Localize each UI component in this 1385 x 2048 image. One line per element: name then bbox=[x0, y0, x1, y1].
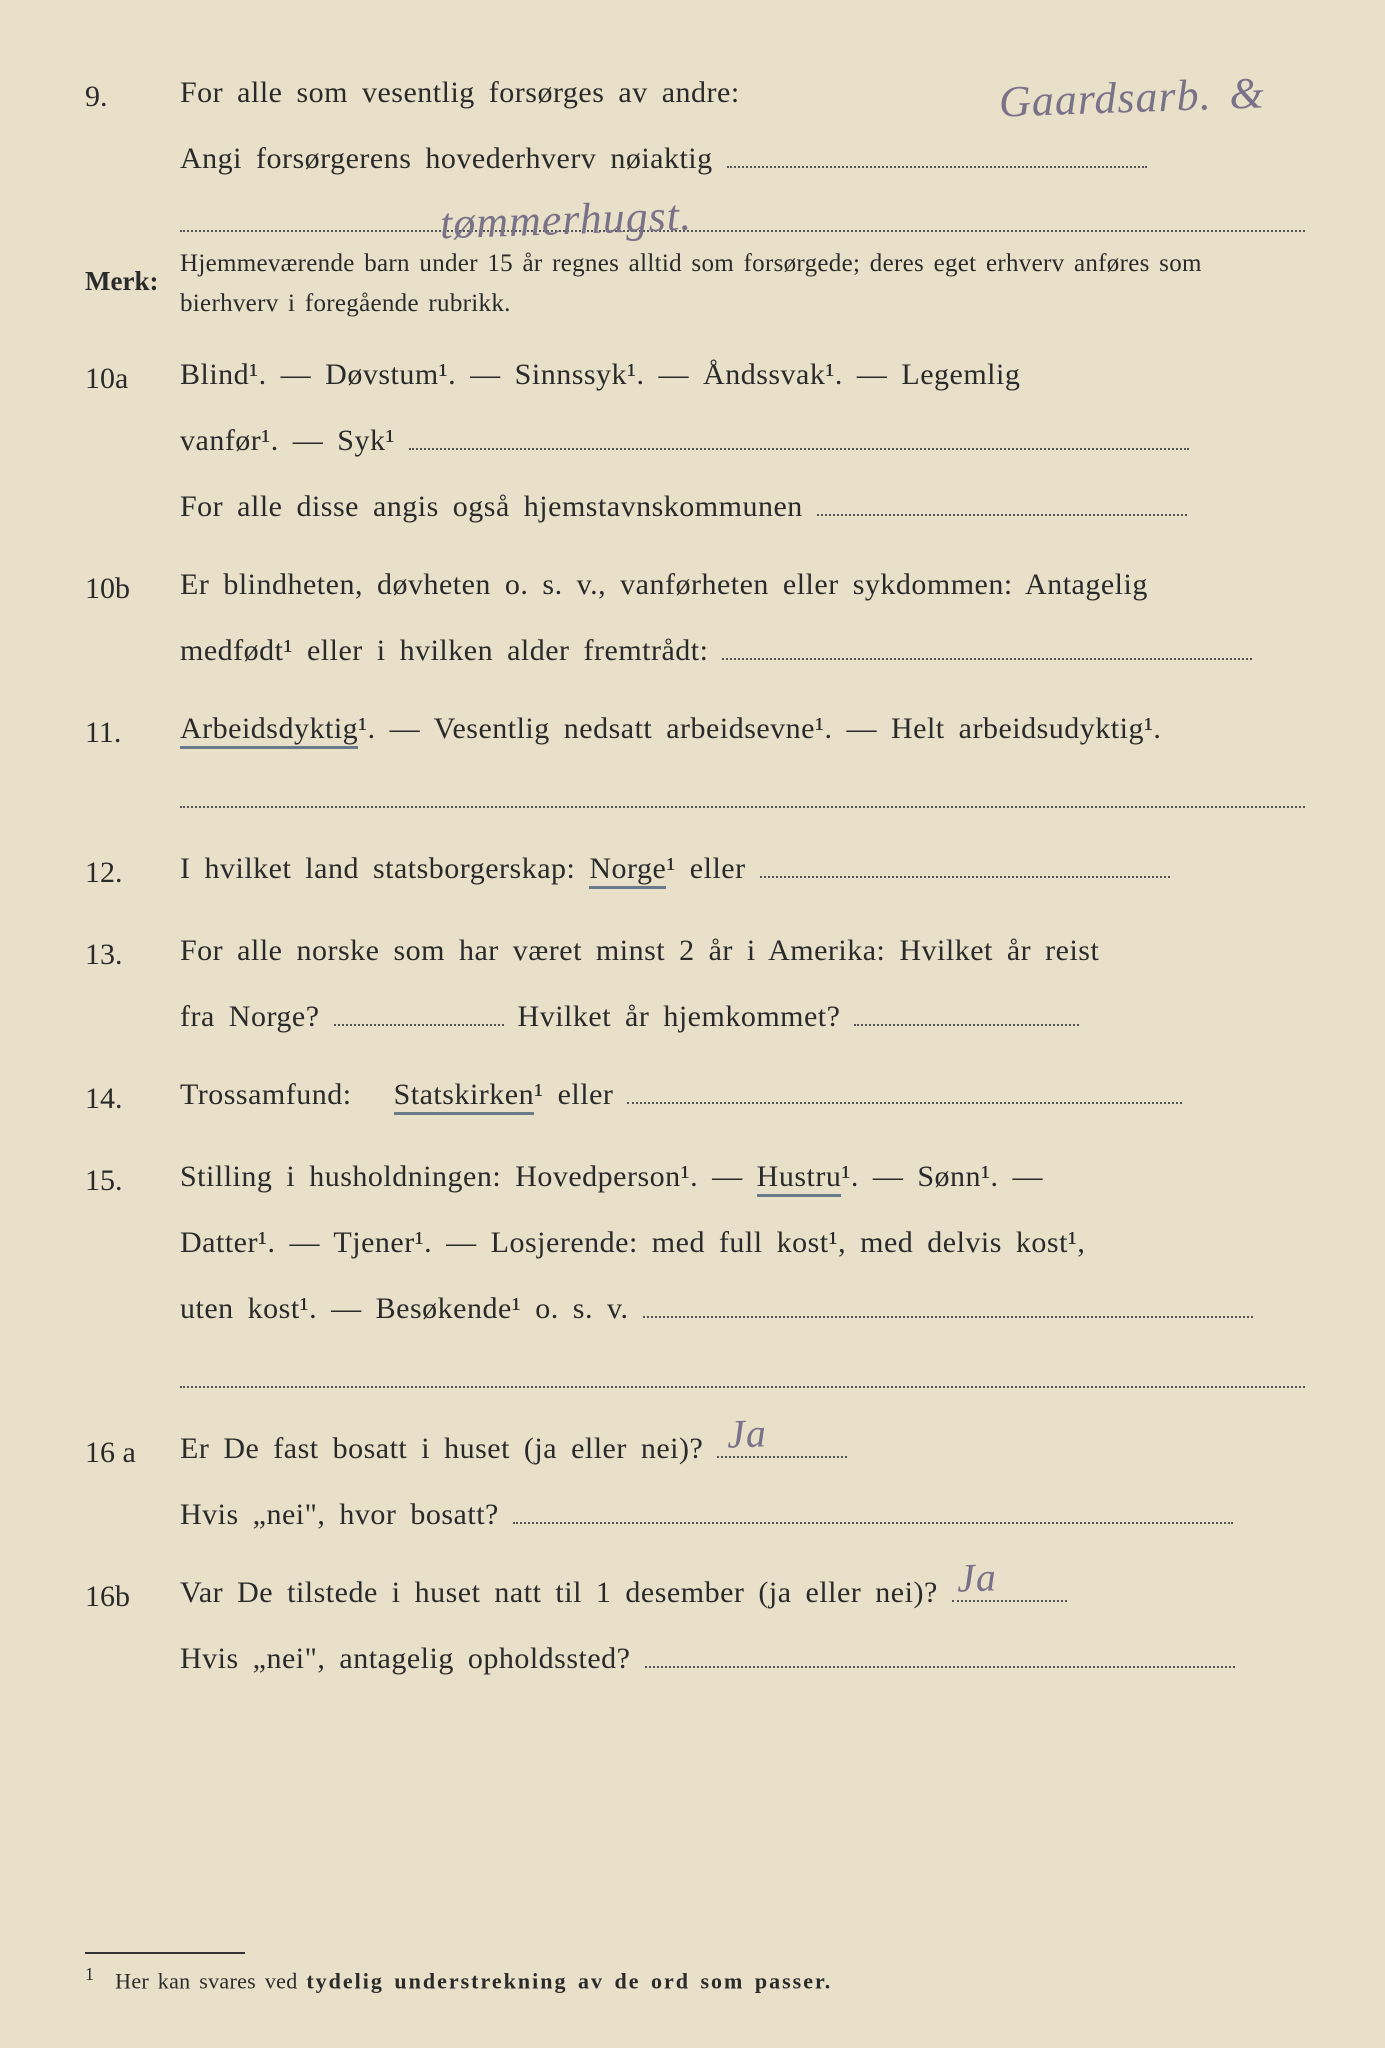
q10b-text1: Er blindheten, døvheten o. s. v., vanfør… bbox=[180, 568, 1148, 601]
q16a-line1: Er De fast bosatt i huset (ja eller nei)… bbox=[180, 1432, 703, 1465]
q10a-number: 10a bbox=[85, 342, 180, 540]
q16b-line2: Hvis „nei", antagelig opholdssted? bbox=[180, 1642, 631, 1675]
q16b-number: 16b bbox=[85, 1560, 180, 1692]
footnote-text-bold: tydelig understrekning av de ord som pas… bbox=[306, 1968, 832, 1993]
q9-body: For alle som vesentlig forsørges av andr… bbox=[180, 60, 1305, 232]
q9-line1: For alle som vesentlig forsørges av andr… bbox=[180, 76, 740, 109]
q13-line2a: fra Norge? bbox=[180, 1000, 320, 1033]
q16a-body: Er De fast bosatt i huset (ja eller nei)… bbox=[180, 1416, 1305, 1548]
q11-rest: ¹. — Vesentlig nedsatt arbeidsevne¹. — H… bbox=[358, 712, 1161, 745]
q16b-line1: Var De tilstede i huset natt til 1 desem… bbox=[180, 1576, 938, 1609]
q13-body: For alle norske som har været minst 2 år… bbox=[180, 918, 1305, 1050]
question-10b: 10b Er blindheten, døvheten o. s. v., va… bbox=[85, 552, 1305, 684]
question-16b: 16b Var De tilstede i huset natt til 1 d… bbox=[85, 1560, 1305, 1692]
q12-number: 12. bbox=[85, 836, 180, 906]
q15-number: 15. bbox=[85, 1144, 180, 1404]
footnote: 1 Her kan svares ved tydelig understrekn… bbox=[85, 1964, 1305, 1994]
q10a-body: Blind¹. — Døvstum¹. — Sinnssyk¹. — Åndss… bbox=[180, 342, 1305, 540]
q13-line1: For alle norske som har været minst 2 år… bbox=[180, 934, 1099, 967]
q10b-number: 10b bbox=[85, 552, 180, 684]
question-15: 15. Stilling i husholdningen: Hovedperso… bbox=[85, 1144, 1305, 1404]
q11-underlined: Arbeidsdyktig bbox=[180, 712, 358, 749]
question-13: 13. For alle norske som har været minst … bbox=[85, 918, 1305, 1050]
q9-fill-2[interactable]: tømmerhugst. bbox=[180, 192, 1305, 232]
q16a-line2: Hvis „nei", hvor bosatt? bbox=[180, 1498, 499, 1531]
q14-number: 14. bbox=[85, 1062, 180, 1132]
q10a-line3: For alle disse angis også hjemstavnskomm… bbox=[180, 490, 803, 523]
q16b-fill-2[interactable] bbox=[645, 1638, 1235, 1668]
q14-text-a: Trossamfund: bbox=[180, 1078, 352, 1111]
q16b-handwritten: Ja bbox=[955, 1533, 998, 1622]
q13-number: 13. bbox=[85, 918, 180, 1050]
q11-body: Arbeidsdyktig¹. — Vesentlig nedsatt arbe… bbox=[180, 696, 1305, 824]
q12-fill[interactable] bbox=[760, 848, 1170, 878]
q14-text-b: ¹ eller bbox=[534, 1078, 613, 1111]
q12-body: I hvilket land statsborgerskap: Norge¹ e… bbox=[180, 836, 1305, 906]
merk-label: Merk: bbox=[85, 244, 180, 324]
q12-text-b: ¹ eller bbox=[666, 852, 745, 885]
q10a-fill-2[interactable] bbox=[817, 486, 1187, 516]
q16a-fill-1[interactable]: Ja bbox=[717, 1428, 847, 1458]
q16a-number: 16 a bbox=[85, 1416, 180, 1548]
q12-text-a: I hvilket land statsborgerskap: bbox=[180, 852, 575, 885]
question-10a: 10a Blind¹. — Døvstum¹. — Sinnssyk¹. — Å… bbox=[85, 342, 1305, 540]
q15-fill-1[interactable] bbox=[643, 1288, 1253, 1318]
footnote-rule bbox=[85, 1952, 245, 1954]
q15-line2: Datter¹. — Tjener¹. — Losjerende: med fu… bbox=[180, 1226, 1085, 1259]
q10b-text2: medfødt¹ eller i hvilken alder fremtrådt… bbox=[180, 634, 708, 667]
q14-body: Trossamfund: Statskirken¹ eller bbox=[180, 1062, 1305, 1132]
q14-underlined: Statskirken bbox=[394, 1078, 535, 1115]
q13-line2b: Hvilket år hjemkommet? bbox=[518, 1000, 841, 1033]
q10b-fill[interactable] bbox=[722, 630, 1252, 660]
question-14: 14. Trossamfund: Statskirken¹ eller bbox=[85, 1062, 1305, 1132]
q11-fill[interactable] bbox=[180, 778, 1305, 808]
q11-number: 11. bbox=[85, 696, 180, 824]
question-16a: 16 a Er De fast bosatt i huset (ja eller… bbox=[85, 1416, 1305, 1548]
merk-text: Hjemmeværende barn under 15 år regnes al… bbox=[180, 244, 1305, 324]
merk-note: Merk: Hjemmeværende barn under 15 år reg… bbox=[85, 244, 1305, 324]
q15-underlined: Hustru bbox=[757, 1160, 842, 1197]
q9-number: 9. bbox=[85, 60, 180, 232]
q16a-handwritten: Ja bbox=[726, 1389, 769, 1478]
q16b-body: Var De tilstede i huset natt til 1 desem… bbox=[180, 1560, 1305, 1692]
q9-handwritten-1: Gaardsarb. & bbox=[998, 45, 1267, 151]
footnote-text-a: Her kan svares ved bbox=[115, 1968, 297, 1993]
q13-fill-1[interactable] bbox=[334, 996, 504, 1026]
q14-fill[interactable] bbox=[627, 1074, 1182, 1104]
census-form-page: 9. For alle som vesentlig forsørges av a… bbox=[85, 60, 1305, 2008]
question-11: 11. Arbeidsdyktig¹. — Vesentlig nedsatt … bbox=[85, 696, 1305, 824]
q15-line1b: ¹. — Sønn¹. — bbox=[841, 1160, 1043, 1193]
question-12: 12. I hvilket land statsborgerskap: Norg… bbox=[85, 836, 1305, 906]
q10a-fill-1[interactable] bbox=[409, 420, 1189, 450]
q15-line3: uten kost¹. — Besøkende¹ o. s. v. bbox=[180, 1292, 629, 1325]
q10b-body: Er blindheten, døvheten o. s. v., vanfør… bbox=[180, 552, 1305, 684]
q15-line1a: Stilling i husholdningen: Hovedperson¹. … bbox=[180, 1160, 743, 1193]
q13-fill-2[interactable] bbox=[854, 996, 1079, 1026]
q15-body: Stilling i husholdningen: Hovedperson¹. … bbox=[180, 1144, 1305, 1404]
q10a-opts2: vanfør¹. — Syk¹ bbox=[180, 424, 395, 457]
q9-handwritten-2: tømmerhugst. bbox=[438, 168, 693, 274]
footnote-number: 1 bbox=[85, 1964, 94, 1984]
q16a-fill-2[interactable] bbox=[513, 1494, 1233, 1524]
q15-fill-2[interactable] bbox=[180, 1358, 1305, 1388]
question-9: 9. For alle som vesentlig forsørges av a… bbox=[85, 60, 1305, 232]
q16b-fill-1[interactable]: Ja bbox=[952, 1572, 1067, 1602]
q10a-opts: Blind¹. — Døvstum¹. — Sinnssyk¹. — Åndss… bbox=[180, 358, 1020, 391]
q12-underlined: Norge bbox=[589, 852, 666, 889]
